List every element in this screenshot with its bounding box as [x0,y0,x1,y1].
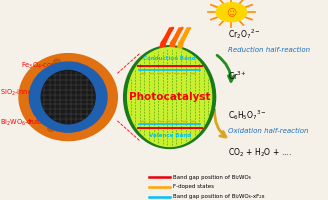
Ellipse shape [80,110,85,114]
Ellipse shape [54,59,60,64]
Ellipse shape [75,123,79,126]
Text: Band gap position of Bi₂WO₆-xF₂x: Band gap position of Bi₂WO₆-xF₂x [173,194,264,199]
Ellipse shape [69,119,76,125]
Text: Fe$_3$O$_4$-core: Fe$_3$O$_4$-core [21,60,72,77]
Ellipse shape [76,122,79,124]
Ellipse shape [19,54,117,141]
Text: Cr$^{3+}$: Cr$^{3+}$ [228,69,247,82]
Ellipse shape [59,111,65,116]
Ellipse shape [128,48,212,146]
Text: Conduction Band: Conduction Band [143,56,196,61]
Circle shape [216,3,247,22]
Ellipse shape [34,112,39,115]
Text: CO$_2$ + H$_2$O + ....: CO$_2$ + H$_2$O + .... [228,146,292,159]
Text: Bi$_2$WO$_6$-outer shell: Bi$_2$WO$_6$-outer shell [0,118,64,128]
Ellipse shape [62,73,66,76]
Text: Reduction half-reaction: Reduction half-reaction [228,47,310,53]
Text: ☺: ☺ [226,7,236,17]
Ellipse shape [48,126,54,131]
Polygon shape [176,28,190,58]
Polygon shape [168,28,182,58]
Text: Valence Band: Valence Band [149,133,191,138]
Ellipse shape [68,89,71,91]
Text: Photocatalyst: Photocatalyst [129,92,210,102]
Polygon shape [158,28,173,58]
Ellipse shape [60,125,66,129]
Ellipse shape [75,62,79,65]
Text: Cr$_2$O$_7$$^{2-}$: Cr$_2$O$_7$$^{2-}$ [228,27,261,41]
Text: Band gap position of Bi₂WO₆: Band gap position of Bi₂WO₆ [173,175,251,180]
Ellipse shape [124,46,215,148]
Ellipse shape [37,110,43,115]
Text: F-doped states: F-doped states [173,184,214,189]
Ellipse shape [41,70,95,124]
Text: Oxidation half-reaction: Oxidation half-reaction [228,128,309,134]
Text: SiO$_2$-inner shell: SiO$_2$-inner shell [0,88,53,98]
Ellipse shape [29,62,107,132]
Text: C$_6$H$_5$O$_7$$^{3-}$: C$_6$H$_5$O$_7$$^{3-}$ [228,108,267,122]
